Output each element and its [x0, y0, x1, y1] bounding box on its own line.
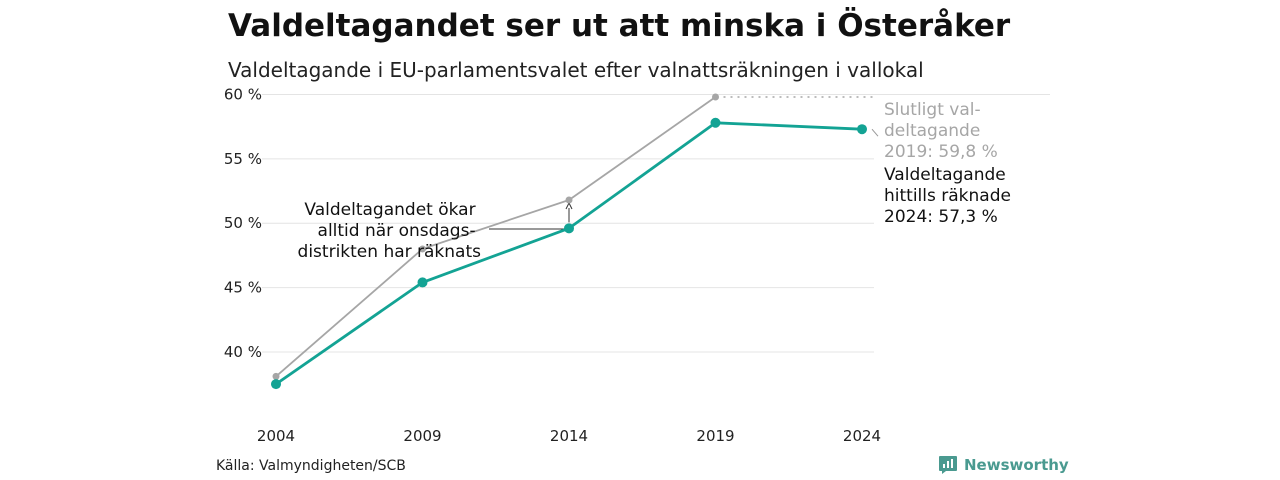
grid-lines	[262, 93, 1050, 353]
y-tick-label: 45 %	[224, 279, 262, 297]
counted-label-guide	[871, 128, 879, 137]
y-tick-label: 50 %	[224, 214, 262, 232]
series-points	[271, 93, 867, 390]
y-tick-label: 55 %	[224, 150, 262, 168]
wednesday-districts-note: Valdeltagandet ökar alltid när onsdags- …	[298, 200, 482, 262]
data-point-final	[565, 196, 573, 204]
newsworthy-logo: Newsworthy	[938, 455, 1069, 475]
line-chart: 40 % 45 % 50 % 55 % 60 % 2004 2009 2014 2019 202…	[224, 85, 1050, 445]
y-tick-label: 60 %	[224, 85, 262, 103]
data-point-final	[419, 245, 426, 253]
x-tick-label: 2004	[257, 427, 295, 445]
final-turnout-label: Slutligt val- deltagande 2019: 59,8 %	[884, 100, 998, 162]
page-title: Valdeltagandet ser ut att minska i Öster…	[228, 8, 1011, 44]
x-tick-label: 2024	[843, 427, 881, 445]
bar-chart-icon	[939, 456, 957, 474]
data-point-counted	[710, 117, 721, 128]
annotation-guides	[489, 96, 879, 230]
data-point-final	[272, 372, 280, 380]
source-note: Källa: Valmyndigheten/SCB	[216, 458, 406, 474]
data-point-counted	[564, 223, 574, 234]
y-axis-tick-labels: 40 % 45 % 50 % 55 % 60 %	[224, 85, 262, 361]
data-point-counted	[271, 379, 281, 390]
page-subtitle: Valdeltagande i EU-parlamentsvalet efter…	[228, 58, 924, 82]
data-point-final	[712, 93, 719, 101]
data-point-counted	[857, 124, 867, 135]
series-line-final	[275, 96, 717, 378]
x-tick-label: 2019	[696, 427, 734, 445]
x-axis-tick-labels: 2004 2009 2014 2019 2024	[257, 427, 881, 445]
brand-name: Newsworthy	[964, 456, 1069, 474]
y-tick-label: 40 %	[224, 343, 262, 361]
x-tick-label: 2009	[403, 427, 441, 445]
counted-turnout-label: Valdeltagande hittills räknade 2024: 57,…	[884, 165, 1016, 227]
data-point-counted	[417, 277, 428, 288]
x-tick-label: 2014	[550, 427, 588, 445]
